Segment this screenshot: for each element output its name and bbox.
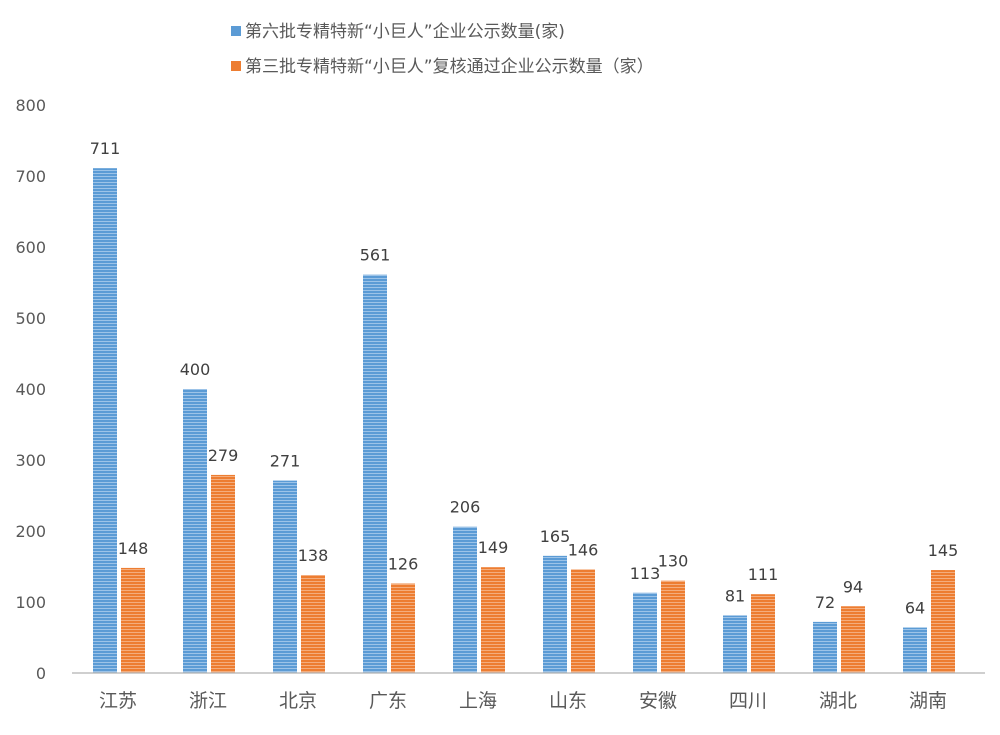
legend-label-0: 第六批专精特新“小巨人”企业公示数量(家): [245, 22, 565, 42]
legend-swatch-1: [231, 61, 241, 71]
bar-batch3-review: [751, 594, 775, 673]
y-tick-label: 300: [15, 451, 46, 470]
bar-batch3-review: [211, 474, 235, 673]
data-label: 165: [540, 527, 571, 546]
data-label: 111: [748, 565, 779, 584]
data-label: 279: [208, 446, 239, 465]
y-tick-label: 800: [15, 96, 46, 115]
bar-batch6: [723, 615, 747, 673]
legend-label-1: 第三批专精特新“小巨人”复核通过企业公示数量（家）: [245, 57, 654, 77]
bar-batch6: [453, 526, 477, 673]
x-tick-label: 湖南: [909, 690, 947, 712]
x-axis: 江苏 浙江 北京 广东 上海 山东 安徽 四川 湖北 湖南: [72, 672, 985, 712]
x-tick-label: 浙江: [189, 690, 227, 712]
bar-batch3-review: [841, 606, 865, 673]
data-label: 113: [630, 564, 661, 583]
legend-swatch-0: [231, 26, 241, 36]
data-label: 400: [180, 360, 211, 379]
data-label: 148: [118, 539, 149, 558]
bar-batch3-review: [481, 567, 505, 673]
data-label: 138: [298, 546, 329, 565]
bar-batch3-review: [931, 570, 955, 673]
x-tick-label: 山东: [549, 690, 587, 712]
data-label: 561: [360, 246, 391, 265]
bar-batch3-review: [301, 575, 325, 673]
y-tick-label: 500: [15, 309, 46, 328]
y-tick-label: 400: [15, 380, 46, 399]
bar-batch6: [363, 274, 387, 673]
data-label: 64: [905, 599, 925, 618]
data-label: 145: [928, 541, 959, 560]
bar-batch6: [903, 627, 927, 673]
bar-batch6: [543, 555, 567, 673]
data-label: 72: [815, 593, 835, 612]
x-tick-label: 江苏: [99, 690, 137, 712]
y-axis: 0 100 200 300 400 500 600 700 800: [15, 96, 46, 683]
y-tick-label: 0: [36, 664, 46, 683]
y-tick-label: 100: [15, 593, 46, 612]
data-label: 126: [388, 555, 419, 574]
bar-batch6: [93, 168, 117, 673]
data-label: 146: [568, 540, 599, 559]
data-label: 711: [90, 139, 121, 158]
bar-batch3-review: [391, 583, 415, 673]
data-label: 130: [658, 552, 689, 571]
bar-batch6: [183, 389, 207, 673]
x-tick-label: 上海: [459, 690, 497, 712]
bar-batch3-review: [661, 580, 685, 673]
data-label: 94: [843, 577, 863, 596]
bar-batch6: [273, 480, 297, 673]
legend: 第六批专精特新“小巨人”企业公示数量(家) 第三批专精特新“小巨人”复核通过企业公…: [231, 22, 654, 77]
x-tick-label: 北京: [279, 690, 317, 712]
data-label: 81: [725, 586, 745, 605]
data-label: 271: [270, 452, 301, 471]
bar-batch3-review: [571, 569, 595, 673]
x-tick-label: 四川: [729, 690, 767, 712]
bar-batch6: [633, 592, 657, 673]
data-label: 149: [478, 538, 509, 557]
bar-batch6: [813, 621, 837, 673]
bar-batch3-review: [121, 567, 145, 673]
x-tick-label: 湖北: [819, 690, 857, 712]
x-tick-label: 广东: [369, 690, 407, 712]
y-tick-label: 200: [15, 522, 46, 541]
data-label: 206: [450, 498, 481, 517]
x-tick-label: 安徽: [639, 690, 677, 712]
y-tick-label: 600: [15, 238, 46, 257]
y-tick-label: 700: [15, 167, 46, 186]
